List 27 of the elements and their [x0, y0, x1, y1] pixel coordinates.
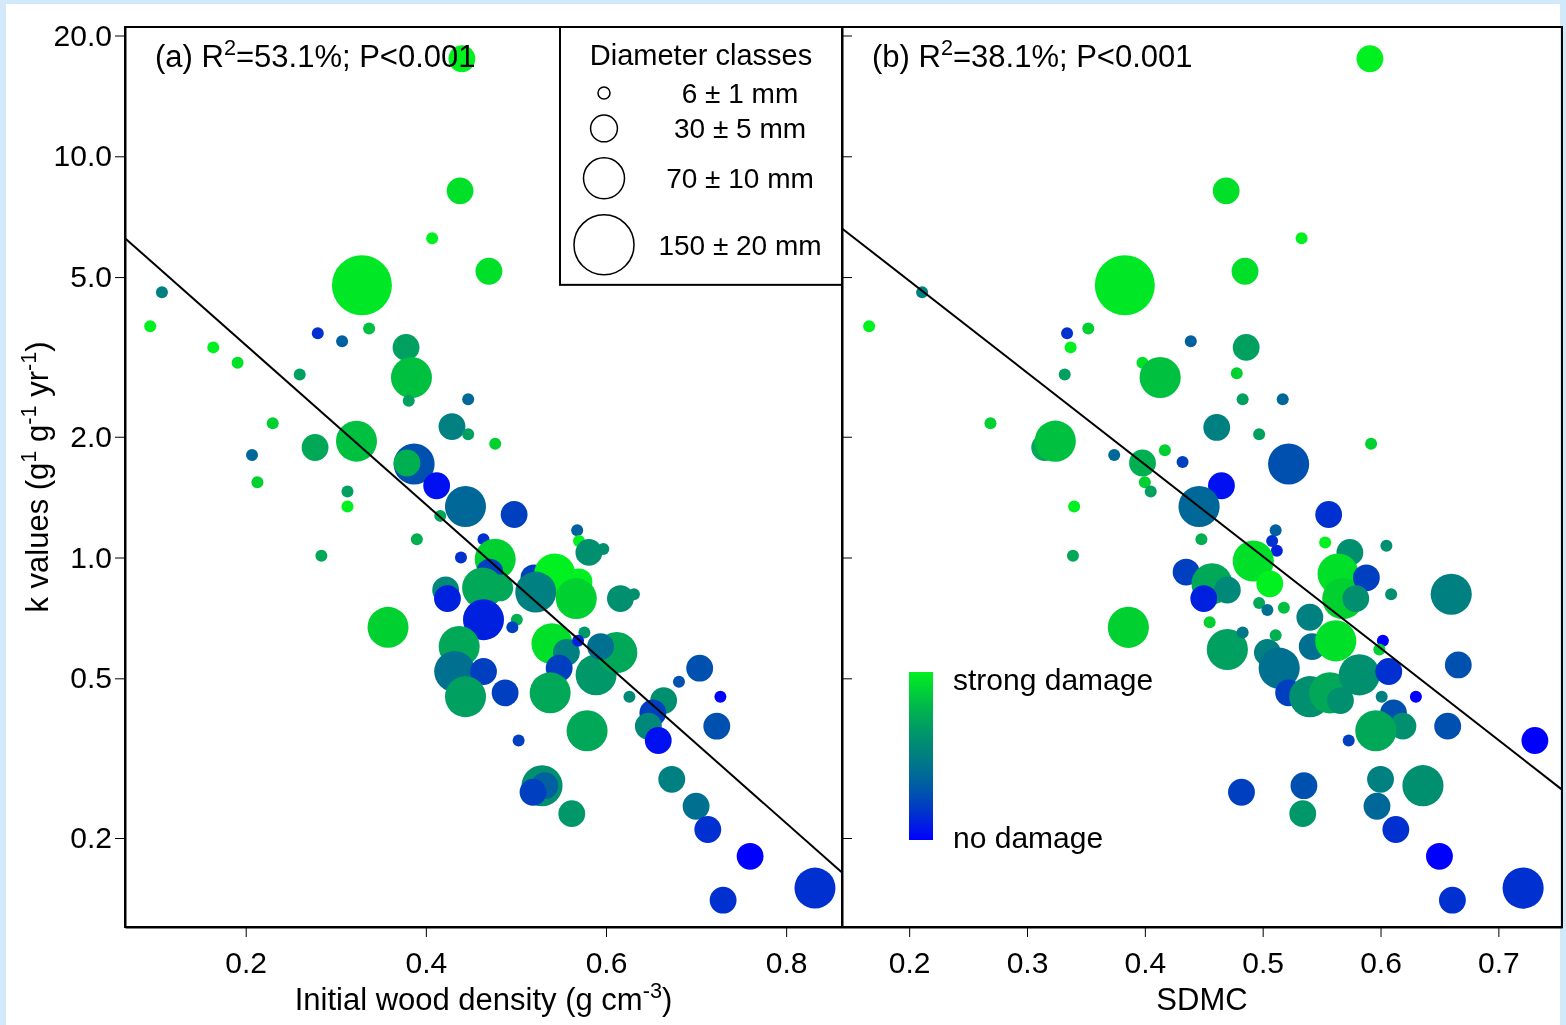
x-tick-label: 0.2: [888, 946, 931, 979]
legend-label: 150 ± 20 mm: [658, 229, 822, 261]
legend-label: 70 ± 10 mm: [666, 163, 814, 195]
x-tick-label: 0.7: [1478, 946, 1520, 979]
annotation: (b) R$^{2}$=38.1%; P<0.001: [872, 34, 1193, 74]
x-tick-label: 0.4: [1124, 946, 1167, 979]
x-axis-title: SDMC: [1156, 982, 1248, 1017]
x-tick-label: 0.5: [1242, 946, 1285, 979]
x-tick-label: 0.4: [405, 946, 448, 979]
x-tick-label: 0.6: [585, 946, 628, 979]
y-tick-label: 5.0: [70, 260, 112, 294]
x-tick-label: 0.8: [765, 946, 808, 979]
y-tick-label: 10.0: [53, 139, 112, 173]
annotation: no damage: [953, 821, 1104, 854]
x-axis-title: Initial wood density (g cm$^{-3}$): [294, 977, 673, 1017]
y-tick-label: 0.5: [70, 661, 112, 695]
y-tick-label: 20.0: [53, 18, 112, 52]
x-tick-label: 0.2: [225, 946, 268, 979]
x-tick-label: 0.3: [1006, 946, 1049, 979]
legend-title: Diameter classes: [589, 39, 813, 71]
x-tick-label: 0.6: [1360, 946, 1402, 979]
y-tick-label: 1.0: [70, 540, 112, 574]
annotation: strong damage: [953, 663, 1154, 696]
y-tick-label: 0.2: [70, 821, 112, 855]
legend-label: 30 ± 5 mm: [673, 113, 807, 145]
legend-label: 6 ± 1 mm: [681, 78, 799, 109]
y-tick-label: 2.0: [70, 419, 112, 453]
